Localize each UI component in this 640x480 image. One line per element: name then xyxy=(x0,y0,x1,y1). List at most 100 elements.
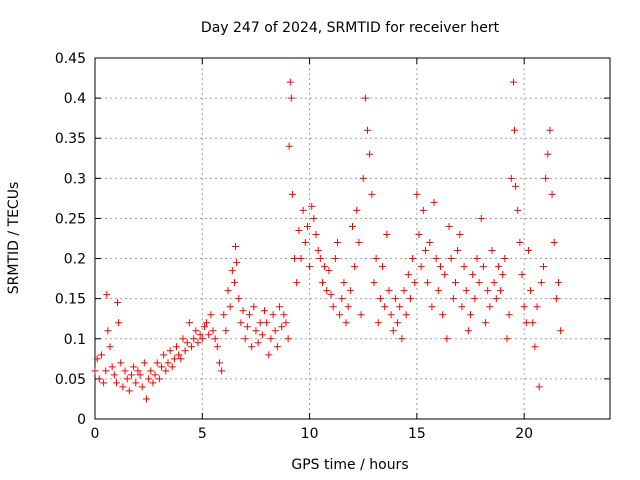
plot-frame xyxy=(94,57,611,420)
data-point xyxy=(409,255,417,263)
data-point xyxy=(258,331,266,339)
data-point xyxy=(452,279,459,287)
data-point xyxy=(164,359,172,367)
x-axis: 0 5 10 15 20 xyxy=(91,58,533,442)
data-point xyxy=(102,367,110,375)
x-tick-label: 0 xyxy=(91,426,100,442)
data-point xyxy=(445,222,453,230)
data-point xyxy=(226,303,234,311)
data-point xyxy=(385,287,393,295)
data-point xyxy=(484,287,492,295)
data-point xyxy=(434,287,442,295)
data-point xyxy=(542,174,550,182)
data-point xyxy=(155,375,163,383)
data-point xyxy=(503,335,511,343)
data-point xyxy=(419,206,427,214)
data-point xyxy=(93,355,101,363)
data-point xyxy=(153,359,161,367)
data-point xyxy=(104,327,112,335)
data-point xyxy=(188,343,196,351)
chart-title: Day 247 of 2024, SRMTID for receiver her… xyxy=(201,20,500,36)
data-point xyxy=(147,367,155,375)
data-point xyxy=(306,263,314,271)
y-tick-label: 0.3 xyxy=(64,171,86,187)
y-tick-label: 0.05 xyxy=(55,372,86,388)
data-point xyxy=(426,239,434,247)
data-point xyxy=(411,279,419,287)
data-point xyxy=(143,395,150,403)
y-tick-label: 0.4 xyxy=(64,91,86,107)
data-point xyxy=(368,190,376,198)
data-point xyxy=(285,142,293,150)
data-point xyxy=(134,367,142,375)
data-point xyxy=(359,174,367,182)
data-point xyxy=(524,247,532,255)
data-point xyxy=(520,303,528,311)
data-point xyxy=(119,383,127,391)
data-point xyxy=(340,279,348,287)
data-point xyxy=(95,375,103,383)
data-point xyxy=(338,295,346,303)
data-point xyxy=(464,327,472,335)
data-point xyxy=(308,202,316,210)
x-tick-label: 5 xyxy=(198,426,207,442)
data-point xyxy=(505,311,513,319)
data-point xyxy=(213,343,221,351)
data-point xyxy=(548,190,556,198)
data-point xyxy=(404,271,412,279)
data-point xyxy=(488,247,496,255)
data-point xyxy=(123,375,131,383)
data-point xyxy=(166,347,174,355)
data-point xyxy=(357,311,365,319)
data-point xyxy=(293,279,301,287)
data-point xyxy=(499,271,507,279)
data-point xyxy=(256,319,264,327)
data-point xyxy=(432,255,440,263)
data-point xyxy=(175,351,183,359)
data-point xyxy=(529,319,537,327)
data-point xyxy=(149,379,157,387)
data-point xyxy=(207,311,215,319)
data-point xyxy=(389,327,397,335)
data-point xyxy=(333,239,341,247)
data-point xyxy=(477,214,485,222)
data-point xyxy=(261,307,269,315)
data-point xyxy=(546,126,554,134)
data-point xyxy=(522,319,530,327)
y-tick-label: 0.1 xyxy=(64,332,86,348)
data-point xyxy=(125,387,133,395)
data-point xyxy=(248,343,256,351)
data-point xyxy=(364,126,372,134)
data-point xyxy=(430,198,438,206)
data-point xyxy=(458,303,466,311)
data-point xyxy=(479,263,487,271)
y-tick-label: 0.35 xyxy=(55,131,86,147)
data-point xyxy=(269,311,277,319)
data-point xyxy=(130,363,138,371)
data-point xyxy=(344,303,352,311)
data-point xyxy=(108,363,116,371)
data-point xyxy=(552,295,560,303)
data-points xyxy=(91,78,565,403)
data-point xyxy=(115,319,123,327)
data-point xyxy=(323,287,331,295)
data-point xyxy=(91,367,99,375)
data-point xyxy=(228,267,236,275)
data-point xyxy=(376,295,384,303)
data-point xyxy=(246,311,253,319)
data-point xyxy=(288,190,296,198)
data-point xyxy=(179,335,187,343)
data-point xyxy=(117,359,125,367)
data-point xyxy=(140,359,148,367)
data-point xyxy=(112,379,120,387)
data-point xyxy=(482,319,490,327)
data-point xyxy=(428,303,436,311)
data-point xyxy=(494,263,502,271)
data-point xyxy=(372,255,380,263)
data-point xyxy=(295,226,303,234)
data-point xyxy=(183,339,191,347)
data-point xyxy=(190,335,198,343)
data-point xyxy=(441,271,449,279)
data-point xyxy=(215,359,223,367)
